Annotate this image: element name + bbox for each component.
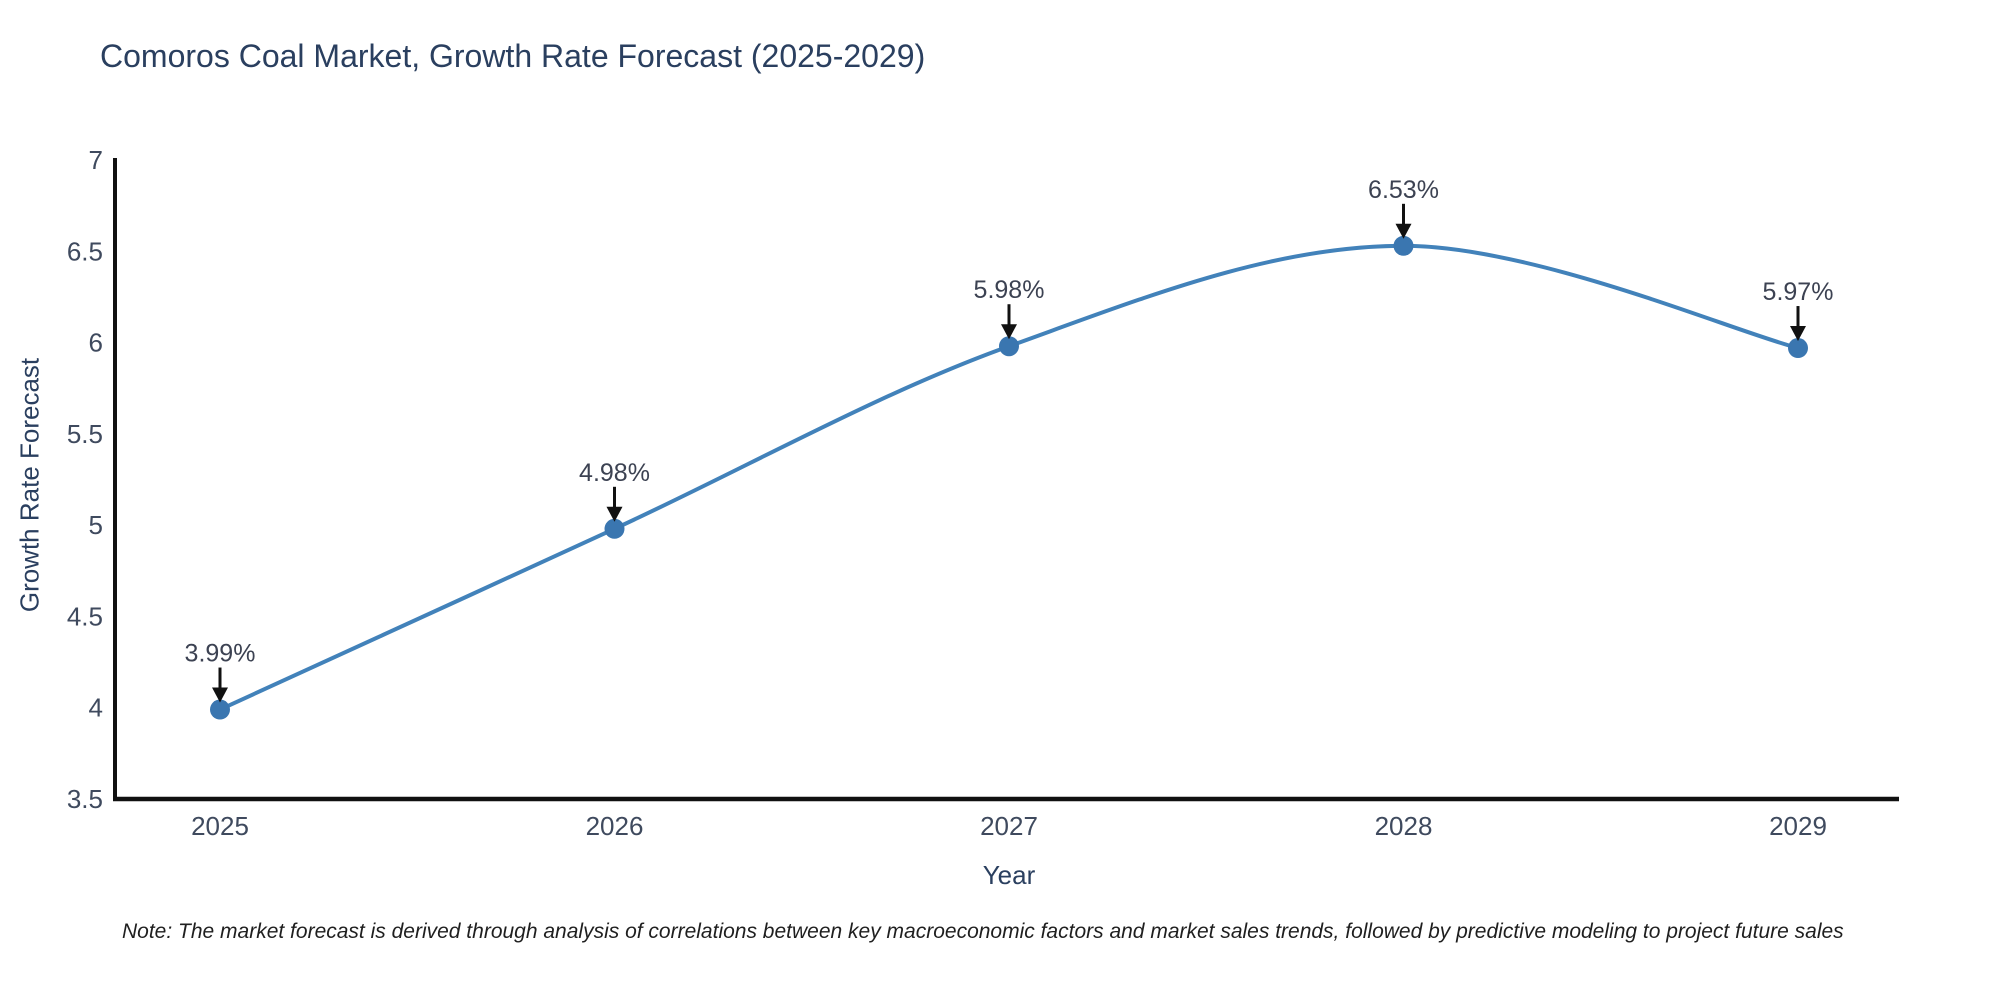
annotation-label: 6.53% [1368, 176, 1439, 204]
data-point-marker [1393, 235, 1414, 256]
y-tick-label: 7 [89, 145, 103, 175]
y-tick-label: 5 [89, 510, 103, 540]
annotation-label: 4.98% [579, 459, 650, 487]
chart-title: Comoros Coal Market, Growth Rate Forecas… [100, 38, 926, 74]
y-tick-label: 3.5 [67, 784, 103, 814]
x-tick-label: 2027 [980, 811, 1038, 841]
annotation-arrowhead [212, 687, 228, 703]
y-tick-label: 5.5 [67, 419, 103, 449]
annotation-arrowhead [1790, 326, 1806, 342]
x-axis-title: Year [982, 860, 1036, 890]
annotation-label: 5.97% [1763, 278, 1834, 306]
annotation-arrowhead [606, 506, 623, 522]
y-tick-label: 4.5 [67, 601, 103, 631]
annotation-label: 3.99% [185, 640, 256, 668]
y-tick-label: 4 [89, 693, 103, 723]
annotation-arrowhead [1001, 324, 1017, 340]
y-tick-label: 6 [89, 328, 103, 358]
x-tick-label: 2026 [586, 811, 644, 841]
data-point-marker [604, 518, 625, 539]
annotation-arrowhead [1395, 223, 1412, 239]
annotation-label: 5.98% [974, 276, 1045, 304]
x-tick-label: 2025 [191, 811, 249, 841]
x-tick-label: 2029 [1769, 811, 1827, 841]
data-point-marker [210, 699, 230, 720]
y-tick-label: 6.5 [67, 236, 103, 266]
x-tick-label: 2028 [1375, 811, 1433, 841]
data-point-marker [999, 336, 1019, 357]
footnote: Note: The market forecast is derived thr… [122, 920, 1844, 943]
data-point-marker [1788, 338, 1808, 359]
